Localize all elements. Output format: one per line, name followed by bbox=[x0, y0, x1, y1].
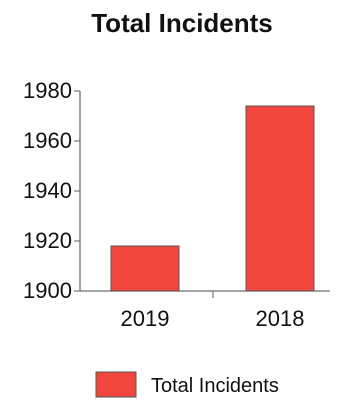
bar-2019 bbox=[110, 245, 180, 292]
y-axis-tick-label-1920: 1920 bbox=[23, 228, 72, 253]
bar-2018 bbox=[245, 105, 315, 292]
chart-title: Total Incidents bbox=[91, 8, 273, 38]
y-axis-tick-label-1900: 1900 bbox=[23, 278, 72, 303]
y-axis-labels: 1900 1920 1940 1960 1980 bbox=[23, 78, 72, 303]
y-axis-tick-label-1940: 1940 bbox=[23, 178, 72, 203]
legend-swatch-total-incidents bbox=[95, 371, 137, 398]
x-axis-label-2018: 2018 bbox=[256, 306, 305, 331]
x-axis-label-2019: 2019 bbox=[121, 306, 170, 331]
bar-series bbox=[110, 105, 315, 292]
legend-label-total-incidents: Total Incidents bbox=[151, 375, 279, 397]
y-axis-tick-label-1960: 1960 bbox=[23, 128, 72, 153]
x-axis-labels: 2019 2018 bbox=[121, 306, 305, 331]
y-axis-tick-label-1980: 1980 bbox=[23, 78, 72, 103]
legend: Total Incidents bbox=[95, 371, 279, 398]
